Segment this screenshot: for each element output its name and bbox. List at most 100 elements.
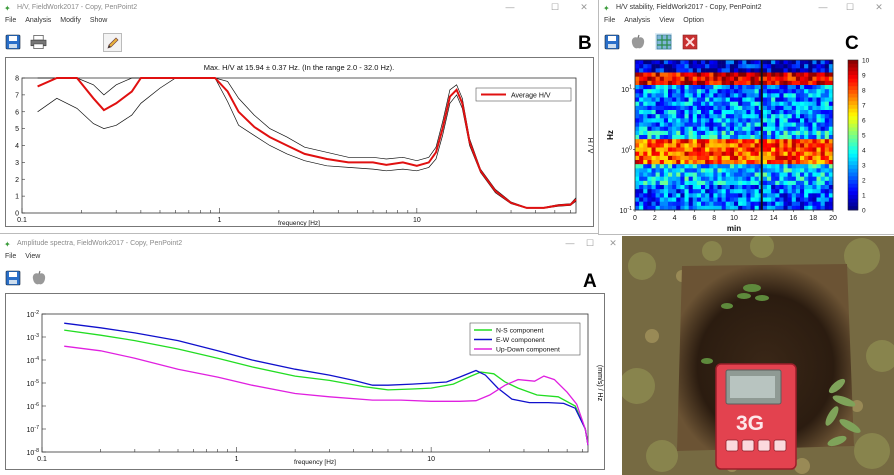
- menu-view[interactable]: View: [659, 17, 675, 24]
- heatmap-cell: [795, 172, 801, 177]
- heatmap-cell: [804, 101, 809, 107]
- heatmap-cell: [684, 64, 689, 69]
- heatmap-cell: [672, 147, 677, 152]
- heatmap-cell: [635, 205, 640, 211]
- heatmap-cell: [729, 126, 735, 132]
- heatmap-cell: [742, 155, 747, 161]
- heatmap-cell: [808, 126, 813, 132]
- heatmap-cell: [659, 118, 665, 123]
- maximize-button[interactable]: ☐: [550, 2, 560, 12]
- heatmap-cell: [767, 114, 772, 119]
- menu-file[interactable]: File: [604, 17, 616, 24]
- heatmap-cell: [775, 143, 780, 148]
- heatmap-cell: [746, 164, 751, 169]
- heatmap-cell: [816, 130, 821, 136]
- close-button[interactable]: ✕: [875, 2, 883, 12]
- red-x-icon: [682, 34, 697, 49]
- heatmap-cell: [742, 101, 747, 107]
- menu-analysis[interactable]: Analysis: [25, 17, 52, 24]
- edit-button[interactable]: [103, 33, 122, 52]
- menu-analysis[interactable]: Analysis: [624, 17, 651, 24]
- heatmap-cell: [676, 185, 681, 190]
- colorbar-tick-label: 3: [862, 163, 866, 170]
- heatmap-cell: [762, 64, 768, 69]
- save-button[interactable]: [4, 269, 21, 286]
- grid-button[interactable]: [655, 33, 672, 50]
- x-tick-label: 0: [633, 215, 637, 222]
- heatmap-cell: [639, 193, 644, 198]
- heatmap-cell: [635, 68, 640, 73]
- heatmap-cell: [746, 201, 751, 207]
- heatmap-cell: [800, 164, 805, 169]
- menu-file[interactable]: File: [5, 253, 17, 260]
- heatmap-cell: [684, 72, 689, 77]
- heatmap-cell: [804, 135, 809, 140]
- heatmap-cell: [713, 164, 718, 169]
- heatmap-cell: [783, 139, 788, 144]
- heatmap-cell: [820, 155, 826, 161]
- delete-button[interactable]: [681, 33, 698, 50]
- x-axis-label: frequency [Hz]: [278, 220, 320, 226]
- heatmap-cell: [639, 205, 644, 211]
- stability-titlebar[interactable]: ✦ H/V stability, FieldWork2017 - Copy, P…: [599, 0, 894, 17]
- heatmap-cell: [701, 180, 706, 186]
- heatmap-cell: [808, 205, 813, 211]
- minimize-button[interactable]: —: [505, 2, 515, 12]
- series-line-1: [64, 322, 589, 446]
- heatmap-cell: [659, 205, 665, 211]
- heatmap-cell: [688, 164, 694, 169]
- minimize-button[interactable]: —: [565, 238, 575, 248]
- heatmap-cell: [800, 201, 805, 207]
- x-tick-label: 18: [809, 215, 817, 222]
- maximize-button[interactable]: ☐: [585, 238, 595, 248]
- heatmap-cell: [709, 130, 714, 136]
- save-button[interactable]: [603, 33, 620, 50]
- close-button[interactable]: ✕: [609, 238, 617, 248]
- heatmap-cell: [791, 176, 797, 182]
- menu-file[interactable]: File: [5, 17, 17, 24]
- minimize-button[interactable]: —: [818, 2, 828, 12]
- heatmap-cell: [647, 122, 652, 127]
- apple-button[interactable]: [629, 33, 646, 50]
- tromometer-device: 3G: [715, 363, 797, 470]
- heatmap-cell: [775, 60, 780, 65]
- menu-show[interactable]: Show: [89, 17, 108, 24]
- close-button[interactable]: ✕: [580, 2, 588, 12]
- heatmap-cell: [680, 189, 685, 194]
- heatmap-cell: [639, 126, 644, 132]
- heatmap-cell: [635, 118, 640, 123]
- heatmap-cell: [672, 93, 677, 98]
- amplitude-titlebar[interactable]: ✦ Amplitude spectra, FieldWork2017 - Cop…: [0, 236, 621, 253]
- menu-modify[interactable]: Modify: [60, 17, 81, 24]
- colorbar-cell: [848, 97, 858, 102]
- menu-view[interactable]: View: [25, 253, 41, 260]
- heatmap-cell: [828, 143, 834, 148]
- heatmap-cell: [791, 147, 797, 152]
- heatmap-cell: [725, 155, 731, 161]
- x-tick-label: 0.1: [37, 456, 47, 463]
- menu-option[interactable]: Option: [683, 17, 704, 24]
- heatmap-cell: [635, 122, 640, 127]
- heatmap-cell: [639, 147, 644, 152]
- apple-button[interactable]: [30, 269, 47, 286]
- heatmap-cell: [659, 155, 665, 161]
- hv-titlebar[interactable]: ✦ H/V, FieldWork2017 - Copy, PenPoint2 —…: [0, 0, 598, 17]
- heatmap-cell: [639, 89, 644, 94]
- heatmap-cell: [824, 80, 830, 86]
- heatmap-cell: [742, 89, 747, 94]
- heatmap-cell: [713, 180, 718, 186]
- heatmap-cell: [729, 80, 735, 86]
- heatmap-cell: [709, 147, 714, 152]
- heatmap-cell: [635, 189, 640, 194]
- heatmap-cell: [824, 85, 830, 90]
- heatmap-cell: [787, 180, 793, 186]
- heatmap-cell: [635, 172, 640, 177]
- print-button[interactable]: [30, 33, 47, 50]
- heatmap-cell: [750, 130, 755, 136]
- save-button[interactable]: [4, 33, 21, 50]
- heatmap-cell: [668, 180, 673, 186]
- heatmap-cell: [721, 176, 727, 182]
- heatmap-cell: [762, 151, 768, 157]
- maximize-button[interactable]: ☐: [845, 2, 855, 12]
- heatmap-cell: [672, 118, 677, 123]
